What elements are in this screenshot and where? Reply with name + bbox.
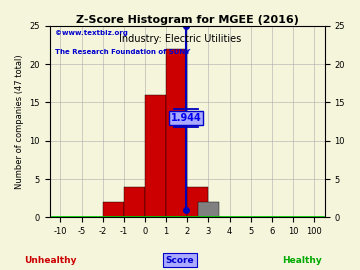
Bar	[103, 202, 124, 217]
Bar	[198, 202, 219, 217]
Bar	[0, 210, 18, 217]
Bar	[124, 187, 145, 217]
Text: 1.944: 1.944	[171, 113, 202, 123]
Bar	[187, 187, 208, 217]
Text: ©www.textbiz.org: ©www.textbiz.org	[55, 30, 128, 36]
Text: Healthy: Healthy	[283, 256, 322, 265]
Bar	[166, 49, 187, 217]
Text: Score: Score	[166, 256, 194, 265]
Bar	[145, 95, 166, 217]
Text: The Research Foundation of SUNY: The Research Foundation of SUNY	[55, 49, 190, 55]
Y-axis label: Number of companies (47 total): Number of companies (47 total)	[15, 54, 24, 189]
Text: Industry: Electric Utilities: Industry: Electric Utilities	[119, 34, 241, 44]
Text: Unhealthy: Unhealthy	[24, 256, 77, 265]
Title: Z-Score Histogram for MGEE (2016): Z-Score Histogram for MGEE (2016)	[76, 15, 299, 25]
